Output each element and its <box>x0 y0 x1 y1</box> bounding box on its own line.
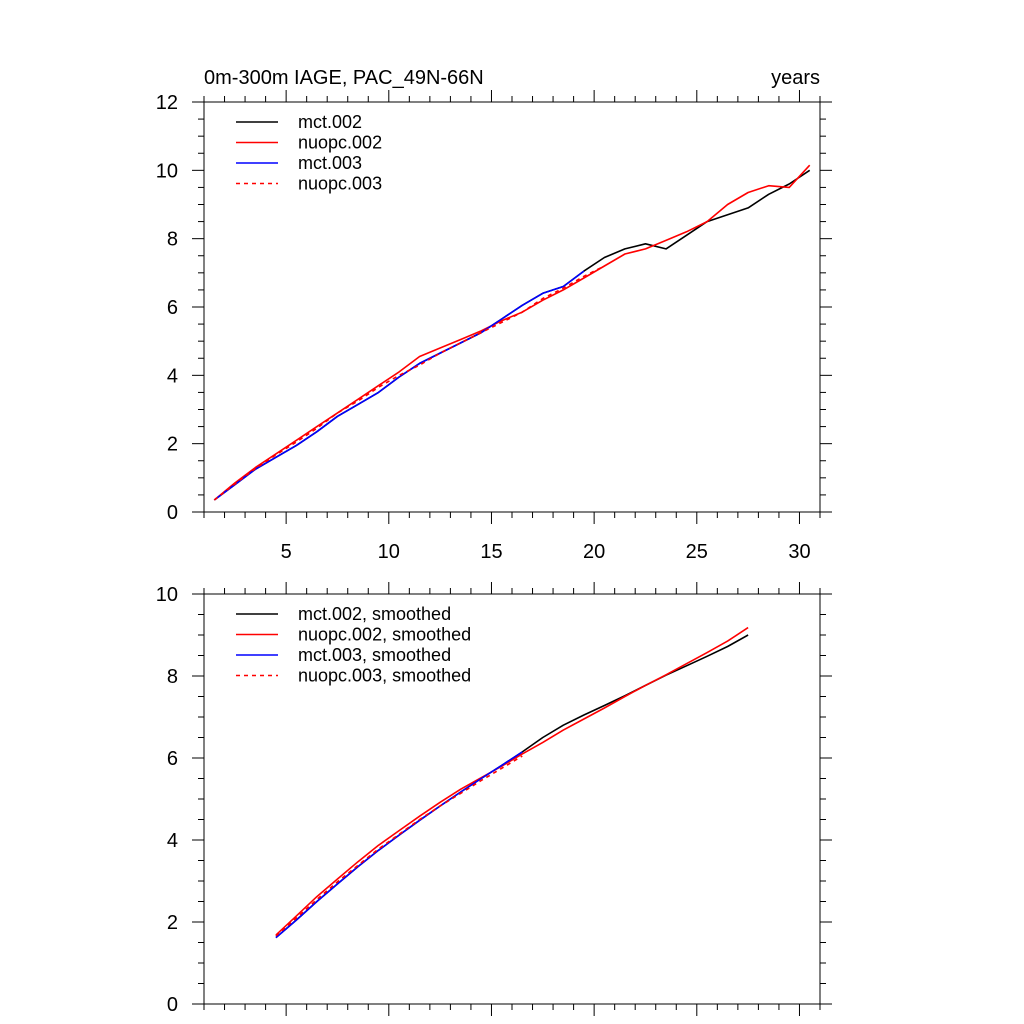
series-line-nuopc-002 <box>213 164 811 501</box>
top-ticks <box>192 90 832 524</box>
legend-label: mct.002 <box>298 112 362 132</box>
y-tick-label: 10 <box>156 160 178 182</box>
y-tick-label: 0 <box>167 502 178 524</box>
top-chart-panel: 0m-300m IAGE, PAC_49N-66N years 5 10 15 20 2… <box>156 67 832 563</box>
top-chart-title: 0m-300m IAGE, PAC_49N-66N <box>204 67 484 89</box>
y-tick-label: 8 <box>167 666 178 688</box>
legend-label: mct.002, smoothed <box>298 604 451 624</box>
series-line-mct-002 <box>213 169 811 501</box>
top-chart-units-label: years <box>771 67 820 89</box>
y-tick-label: 4 <box>167 830 178 852</box>
bottom-series-lines <box>275 626 749 939</box>
legend-label: nuopc.002 <box>298 133 382 153</box>
bottom-plot-frame <box>203 593 821 1005</box>
x-tick-label: 25 <box>686 541 708 563</box>
y-tick-label: 2 <box>167 912 178 934</box>
y-tick-label: 12 <box>156 92 178 114</box>
legend-label: nuopc.003 <box>298 174 382 194</box>
series-line-mct-003 <box>213 270 585 501</box>
x-tick-label: 5 <box>281 541 292 563</box>
legend-label: mct.003, smoothed <box>298 645 451 665</box>
bottom-tick-labels: 0 2 4 6 8 10 <box>156 584 178 1016</box>
y-tick-label: 6 <box>167 748 178 770</box>
legend-label: mct.003 <box>298 153 362 173</box>
x-tick-label: 10 <box>378 541 400 563</box>
y-tick-label: 8 <box>167 229 178 251</box>
top-tick-labels: 5 10 15 20 25 30 0 2 4 6 8 10 12 <box>156 92 811 563</box>
series-line-nuopc-003-smoothed <box>275 755 523 937</box>
bottom-ticks <box>192 582 832 1016</box>
legend-label: nuopc.002, smoothed <box>298 625 471 645</box>
series-line-nuopc-003 <box>213 265 605 501</box>
series-line-mct-003-smoothed <box>275 751 523 939</box>
x-tick-label: 15 <box>480 541 502 563</box>
y-tick-label: 6 <box>167 297 178 319</box>
x-tick-label: 20 <box>583 541 605 563</box>
y-tick-label: 0 <box>167 994 178 1016</box>
top-series-lines <box>213 164 811 501</box>
y-tick-label: 2 <box>167 434 178 456</box>
top-plot-frame <box>203 101 821 513</box>
x-tick-label: 30 <box>788 541 810 563</box>
y-tick-label: 4 <box>167 365 178 387</box>
y-tick-label: 10 <box>156 584 178 606</box>
legend-label: nuopc.003, smoothed <box>298 666 471 686</box>
series-line-nuopc-002-smoothed <box>275 626 749 936</box>
